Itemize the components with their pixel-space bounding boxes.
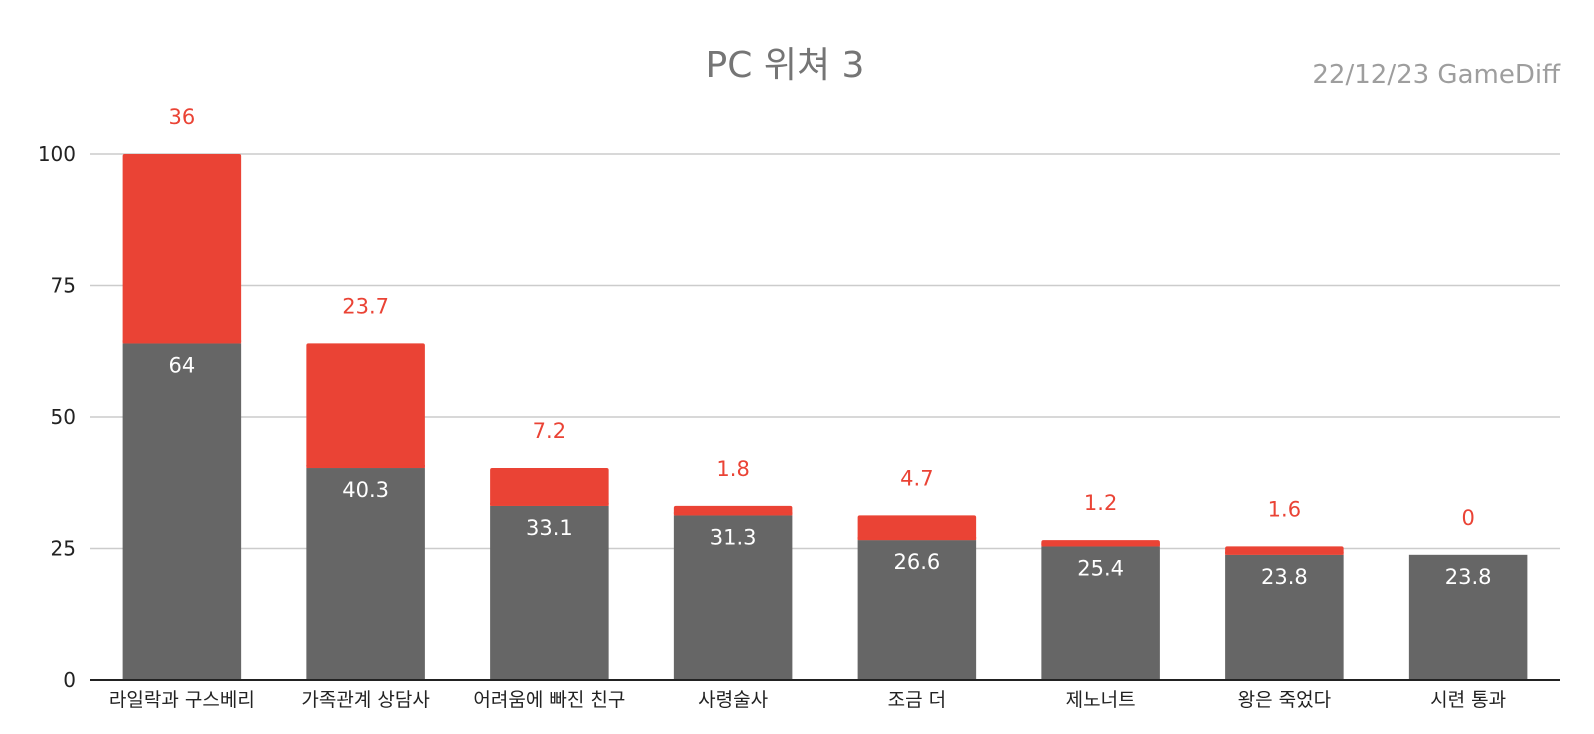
bar-increase-value-label: 1.8 bbox=[716, 457, 749, 481]
y-tick-label: 100 bbox=[38, 142, 76, 166]
bar-increase-value-label: 23.7 bbox=[342, 294, 389, 318]
bar-increase-segment-fill bbox=[673, 512, 793, 516]
bar-increase-value-label: 7.2 bbox=[533, 419, 566, 443]
bar-increase-segment bbox=[306, 343, 425, 469]
bar-base-segment bbox=[857, 540, 977, 680]
bar-base-segment bbox=[673, 515, 793, 680]
bar-increase-value-label: 0 bbox=[1461, 506, 1474, 530]
bar-base-value-label: 23.8 bbox=[1261, 565, 1308, 589]
bar-base-value-label: 26.6 bbox=[893, 550, 940, 574]
bar-increase-segment-fill bbox=[1041, 543, 1160, 547]
bar-increase-segment bbox=[857, 515, 977, 541]
y-axis-ticks: 0 25 50 75 100 bbox=[38, 142, 76, 692]
x-category-label: 가족관계 상담사 bbox=[301, 689, 429, 711]
bar-increase-value-label: 1.2 bbox=[1084, 491, 1117, 515]
data-labels: 64 36 40.3 23.7 33.1 7.2 31.3 1.8 26.6 4.7 25.4 1.2… bbox=[169, 105, 1492, 589]
bar-increase-segment bbox=[122, 154, 242, 344]
bar-base-value-label: 33.1 bbox=[526, 516, 573, 540]
bar-base-segment bbox=[1041, 546, 1160, 680]
y-tick-label: 50 bbox=[51, 405, 76, 429]
y-tick-label: 75 bbox=[51, 274, 76, 298]
x-category-label: 왕은 죽었다 bbox=[1238, 689, 1331, 711]
x-category-label: 어려움에 빠진 친구 bbox=[473, 689, 625, 711]
bar-increase-segment-fill bbox=[857, 537, 977, 541]
bar-base-segment bbox=[1225, 554, 1344, 680]
chart-subtitle: 22/12/23 GameDiff bbox=[1312, 60, 1561, 90]
bar-base-value-label: 31.3 bbox=[710, 525, 757, 549]
bar-base-segment bbox=[490, 505, 609, 680]
x-category-label: 조금 더 bbox=[888, 689, 946, 711]
x-category-label: 시련 통과 bbox=[1430, 689, 1506, 711]
bar-base-value-label: 25.4 bbox=[1077, 556, 1124, 580]
bar-increase-value-label: 36 bbox=[169, 105, 196, 129]
bar-base-value-label: 23.8 bbox=[1445, 565, 1492, 589]
bar-increase-segment-fill bbox=[1225, 551, 1344, 555]
bar-base-segment bbox=[122, 343, 242, 680]
bars bbox=[122, 154, 1528, 680]
bar-base-segment bbox=[306, 468, 425, 680]
x-category-label: 라일락과 구스베리 bbox=[109, 689, 255, 711]
y-tick-label: 0 bbox=[63, 668, 76, 692]
bar-increase-segment-fill bbox=[490, 502, 609, 506]
y-tick-label: 25 bbox=[51, 537, 76, 561]
bar-base-value-label: 40.3 bbox=[342, 478, 389, 502]
bar-increase-segment bbox=[490, 468, 609, 506]
bar-increase-value-label: 1.6 bbox=[1268, 497, 1301, 521]
x-axis-categories: 라일락과 구스베리 가족관계 상담사 어려움에 빠진 친구 사령술사 조금 더 제노너트 왕… bbox=[109, 689, 1506, 711]
chart-title: PC 위쳐 3 bbox=[706, 45, 865, 86]
x-category-label: 제노너트 bbox=[1066, 689, 1136, 711]
bar-increase-segment-fill bbox=[306, 465, 425, 469]
bar-increase-segment-fill bbox=[122, 340, 242, 344]
bar-base-value-label: 64 bbox=[169, 353, 196, 377]
bar-base-segment bbox=[1408, 554, 1528, 680]
bar-increase-value-label: 4.7 bbox=[900, 466, 933, 490]
x-category-label: 사령술사 bbox=[698, 689, 768, 711]
